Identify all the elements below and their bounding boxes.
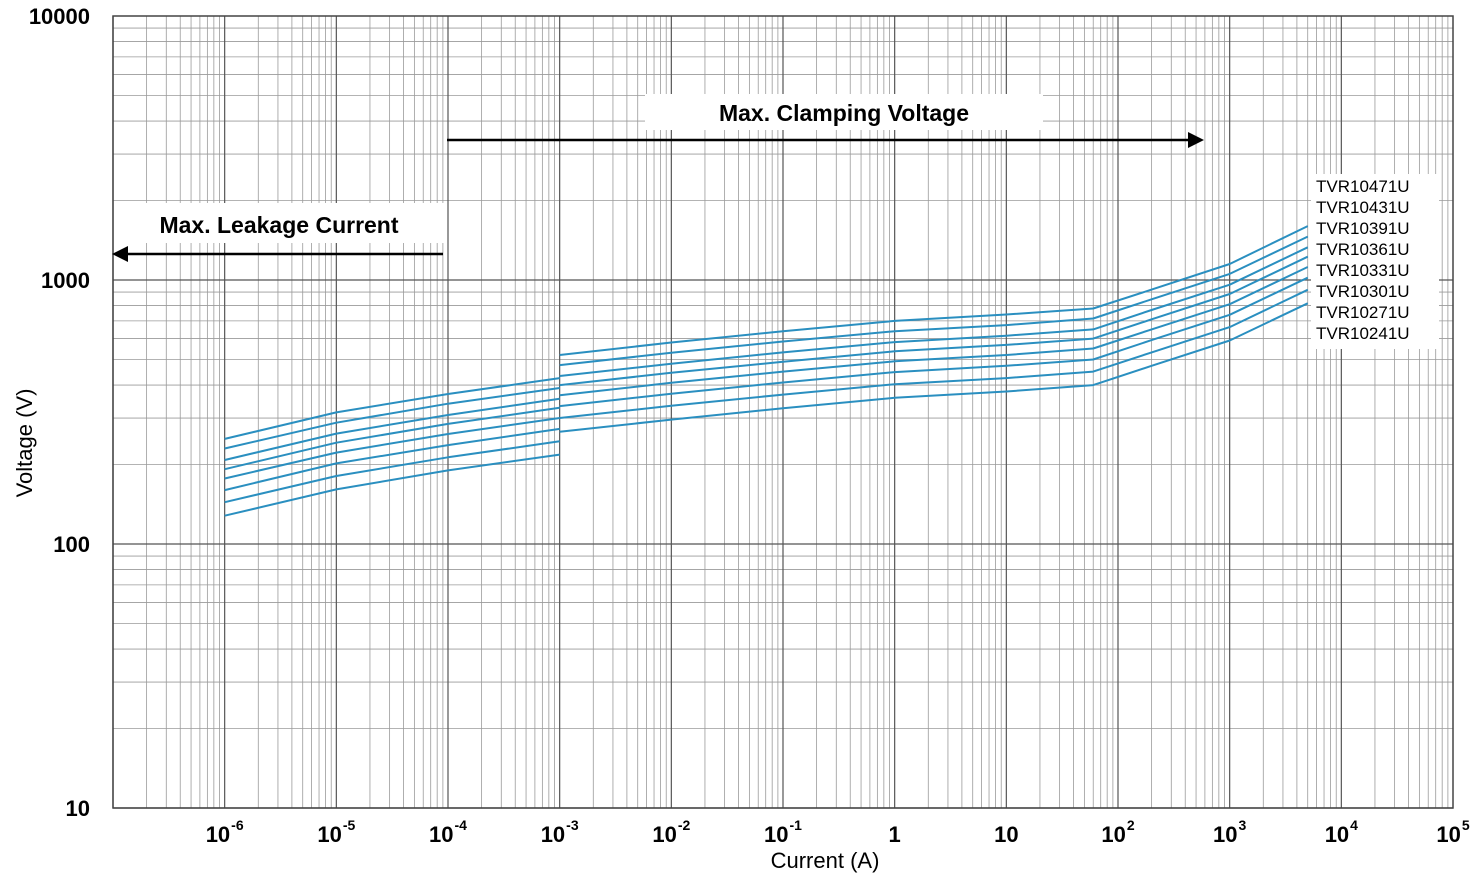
y-tick-label: 100 (53, 532, 90, 557)
series-line-tvr10431u-leakage (224, 387, 560, 450)
series-layer (224, 225, 1309, 517)
y-tick-label: 10000 (29, 4, 90, 29)
leakage-label-bg (116, 203, 444, 243)
x-tick-label: 10-4 (429, 817, 467, 847)
legend-label-tvr10361u: TVR10361U (1316, 240, 1410, 259)
y-tick-label: 10 (66, 796, 90, 821)
legend-label-tvr10331u: TVR10331U (1316, 261, 1410, 280)
x-tick-label: 105 (1436, 817, 1469, 847)
x-tick-label: 103 (1213, 817, 1246, 847)
series-line-tvr10391u-leakage (224, 397, 560, 461)
legend-bg (1311, 174, 1439, 349)
x-tick-label: 1 (889, 822, 901, 847)
plot-frame (112, 15, 1454, 809)
leakage-arrow-head (112, 246, 128, 262)
series-line-tvr10331u-leakage (224, 417, 560, 480)
legend-label-tvr10431u: TVR10431U (1316, 198, 1410, 217)
clamping-annotation: Max. Clamping Voltage (447, 94, 1204, 148)
clamping-label-bg (645, 94, 1043, 130)
series-line-tvr10241u-leakage (224, 453, 560, 517)
y-axis-title: Voltage (V) (12, 389, 37, 498)
series-line-tvr10241u-clamping (559, 302, 1309, 433)
series-line-tvr10271u-clamping (559, 288, 1309, 419)
series-line-tvr10361u-leakage (224, 406, 560, 471)
series-line-tvr10331u-clamping (559, 266, 1309, 397)
legend: TVR10471U TVR10431U TVR10391U TVR10361U TVR1… (1311, 174, 1439, 349)
grid-major (112, 15, 1454, 809)
series-line-tvr10431u-clamping (559, 235, 1309, 367)
y-tick-label: 1000 (41, 268, 90, 293)
x-tick-label: 104 (1325, 817, 1358, 847)
series-line-tvr10471u-clamping (559, 225, 1309, 356)
series-line-tvr10301u-leakage (224, 427, 560, 492)
leakage-annotation: Max. Leakage Current (112, 203, 444, 262)
legend-label-tvr10241u: TVR10241U (1316, 324, 1410, 343)
legend-label-tvr10271u: TVR10271U (1316, 303, 1410, 322)
x-tick-label: 10-6 (206, 817, 244, 847)
series-line-tvr10271u-leakage (224, 440, 560, 504)
x-tick-label: 10-5 (317, 817, 355, 847)
clamping-label: Max. Clamping Voltage (719, 100, 969, 126)
series-line-tvr10391u-clamping (559, 246, 1309, 377)
leakage-label: Max. Leakage Current (159, 212, 398, 238)
clamping-arrow-head (1188, 132, 1204, 148)
x-tick-label: 10-2 (652, 817, 690, 847)
series-line-tvr10471u-leakage (224, 377, 560, 440)
series-line-tvr10301u-clamping (559, 276, 1309, 408)
legend-label-tvr10391u: TVR10391U (1316, 219, 1410, 238)
legend-label-tvr10471u: TVR10471U (1316, 177, 1410, 196)
x-tick-label: 10-3 (541, 817, 579, 847)
x-axis-title: Current (A) (771, 848, 880, 873)
series-line-tvr10361u-clamping (559, 255, 1309, 387)
x-tick-label: 10 (994, 822, 1018, 847)
legend-label-tvr10301u: TVR10301U (1316, 282, 1410, 301)
x-tick-label: 102 (1101, 817, 1134, 847)
tick-labels: 10 100 1000 10000 10-6 10-5 10-4 10-3 10-2 10-1 1 1… (29, 4, 1470, 847)
x-tick-label: 10-1 (764, 817, 802, 847)
